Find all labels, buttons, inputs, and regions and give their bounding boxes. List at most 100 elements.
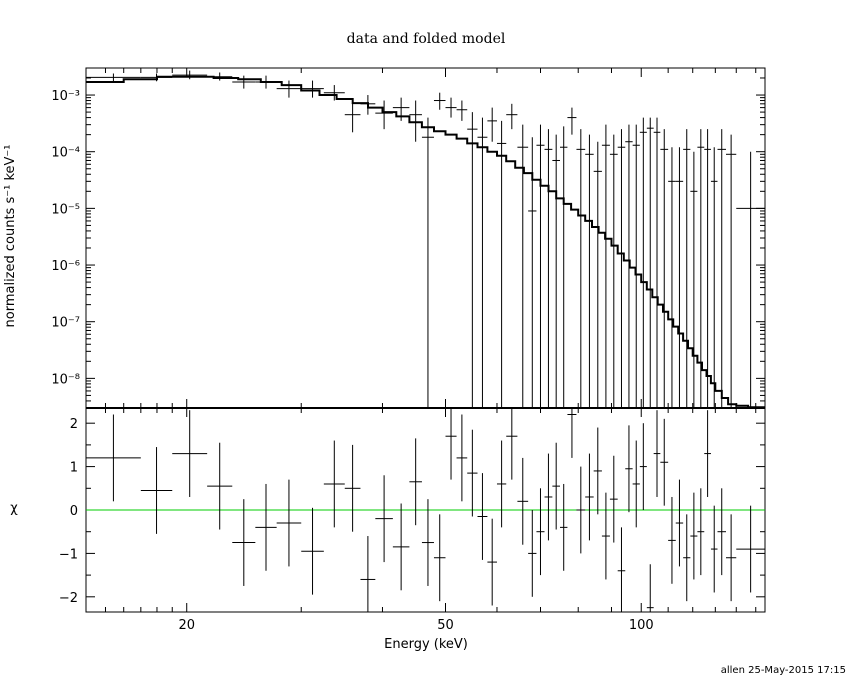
residual-point	[323, 440, 345, 528]
data-point	[593, 141, 602, 408]
residual-point	[585, 453, 594, 541]
data-point	[639, 117, 647, 408]
chart-title: data and folded model	[347, 31, 506, 47]
y-axis-label-top: normalized counts s⁻¹ keV⁻¹	[3, 145, 18, 328]
x-tick-label: 50	[437, 618, 454, 633]
residual-point	[675, 479, 684, 567]
residual-point	[232, 499, 256, 586]
data-point	[544, 129, 553, 408]
y-tick-label: 10⁻⁷	[51, 316, 80, 331]
residual-point	[668, 496, 676, 584]
residual-point	[172, 410, 208, 497]
residual-point	[487, 518, 497, 606]
residual-point	[609, 455, 618, 543]
data-point	[487, 107, 497, 142]
footer-stamp: allen 25-May-2015 17:15	[721, 665, 846, 676]
residual-point	[639, 423, 647, 510]
data-point	[528, 137, 537, 408]
data-point	[392, 97, 410, 121]
residual-point	[552, 442, 560, 530]
residual-point	[632, 440, 640, 528]
residual-point	[544, 453, 553, 541]
data-point	[375, 100, 393, 130]
y-tick-label: −1	[59, 547, 78, 562]
residual-point	[496, 440, 507, 528]
y-tick-label: 0	[70, 504, 78, 519]
data-point	[421, 117, 434, 408]
residual-point	[683, 514, 691, 602]
folded-model-curve	[86, 75, 765, 409]
residual-point	[360, 536, 376, 612]
residual-point	[276, 479, 302, 567]
data-point	[609, 134, 618, 408]
data-point	[207, 72, 233, 81]
data-point	[567, 107, 577, 135]
y-tick-label: 10⁻⁶	[51, 259, 80, 274]
spectrum-panel: 10⁻⁸ 10⁻⁷ 10⁻⁶ 10⁻⁵ 10⁻⁴ 10⁻³	[51, 67, 766, 409]
folded-model-step	[86, 75, 765, 409]
data-point	[477, 117, 488, 408]
data-point	[690, 151, 698, 408]
data-point	[506, 103, 518, 130]
data-point	[625, 124, 633, 408]
residual-point	[409, 438, 422, 526]
residual-point	[567, 408, 577, 458]
x-axis-label: Energy (keV)	[384, 637, 468, 652]
data-point	[276, 80, 302, 98]
data-point	[467, 112, 478, 408]
residual-point	[717, 488, 726, 576]
residual-point	[255, 483, 277, 571]
data-point	[559, 126, 568, 408]
residual-point	[207, 442, 233, 530]
data-point	[255, 75, 277, 89]
residual-point	[625, 425, 633, 513]
residual-point	[506, 408, 518, 480]
data-point	[704, 129, 711, 408]
data-point	[683, 129, 691, 408]
y-tick-label: 1	[70, 461, 78, 476]
residual-point	[617, 527, 626, 612]
residual-point	[736, 505, 765, 593]
residual-point	[477, 473, 488, 560]
y-tick-label: −2	[59, 591, 78, 606]
data-point	[675, 147, 684, 408]
top-plot-frame	[85, 67, 766, 409]
residual-point	[536, 488, 545, 576]
data-point	[717, 129, 726, 408]
data-point	[585, 134, 594, 408]
data-point	[601, 124, 610, 408]
y-tick-label: 10⁻⁴	[51, 146, 80, 161]
data-point	[697, 129, 705, 408]
residual-point	[433, 514, 446, 602]
residual-point	[576, 466, 586, 554]
residual-point	[697, 488, 705, 576]
data-point	[736, 151, 765, 408]
data-point	[496, 120, 507, 408]
data-point	[710, 147, 718, 408]
data-point	[653, 117, 661, 408]
data-point	[86, 73, 141, 82]
residual-panel: 20 50 100 −2 −1 0 1 2	[59, 407, 766, 633]
residual-point	[646, 564, 654, 612]
y-tick-label: 10⁻⁵	[51, 202, 80, 217]
residual-point	[344, 444, 361, 532]
residual-point	[375, 475, 393, 563]
residual-point	[653, 410, 661, 497]
residual-point	[710, 505, 718, 593]
data-point	[617, 129, 626, 408]
residual-point	[392, 503, 410, 591]
residual-point	[517, 457, 529, 545]
data-point	[632, 124, 640, 408]
residual-point	[704, 410, 711, 497]
data-point	[517, 124, 529, 408]
data-point	[409, 100, 422, 142]
data-point	[232, 75, 256, 89]
x-tick-label: 100	[629, 618, 654, 633]
residual-point	[301, 507, 324, 595]
data-point	[668, 147, 676, 408]
residual-point	[593, 427, 602, 515]
data-point	[660, 129, 669, 408]
data-point	[536, 124, 545, 408]
residual-point	[86, 414, 141, 502]
